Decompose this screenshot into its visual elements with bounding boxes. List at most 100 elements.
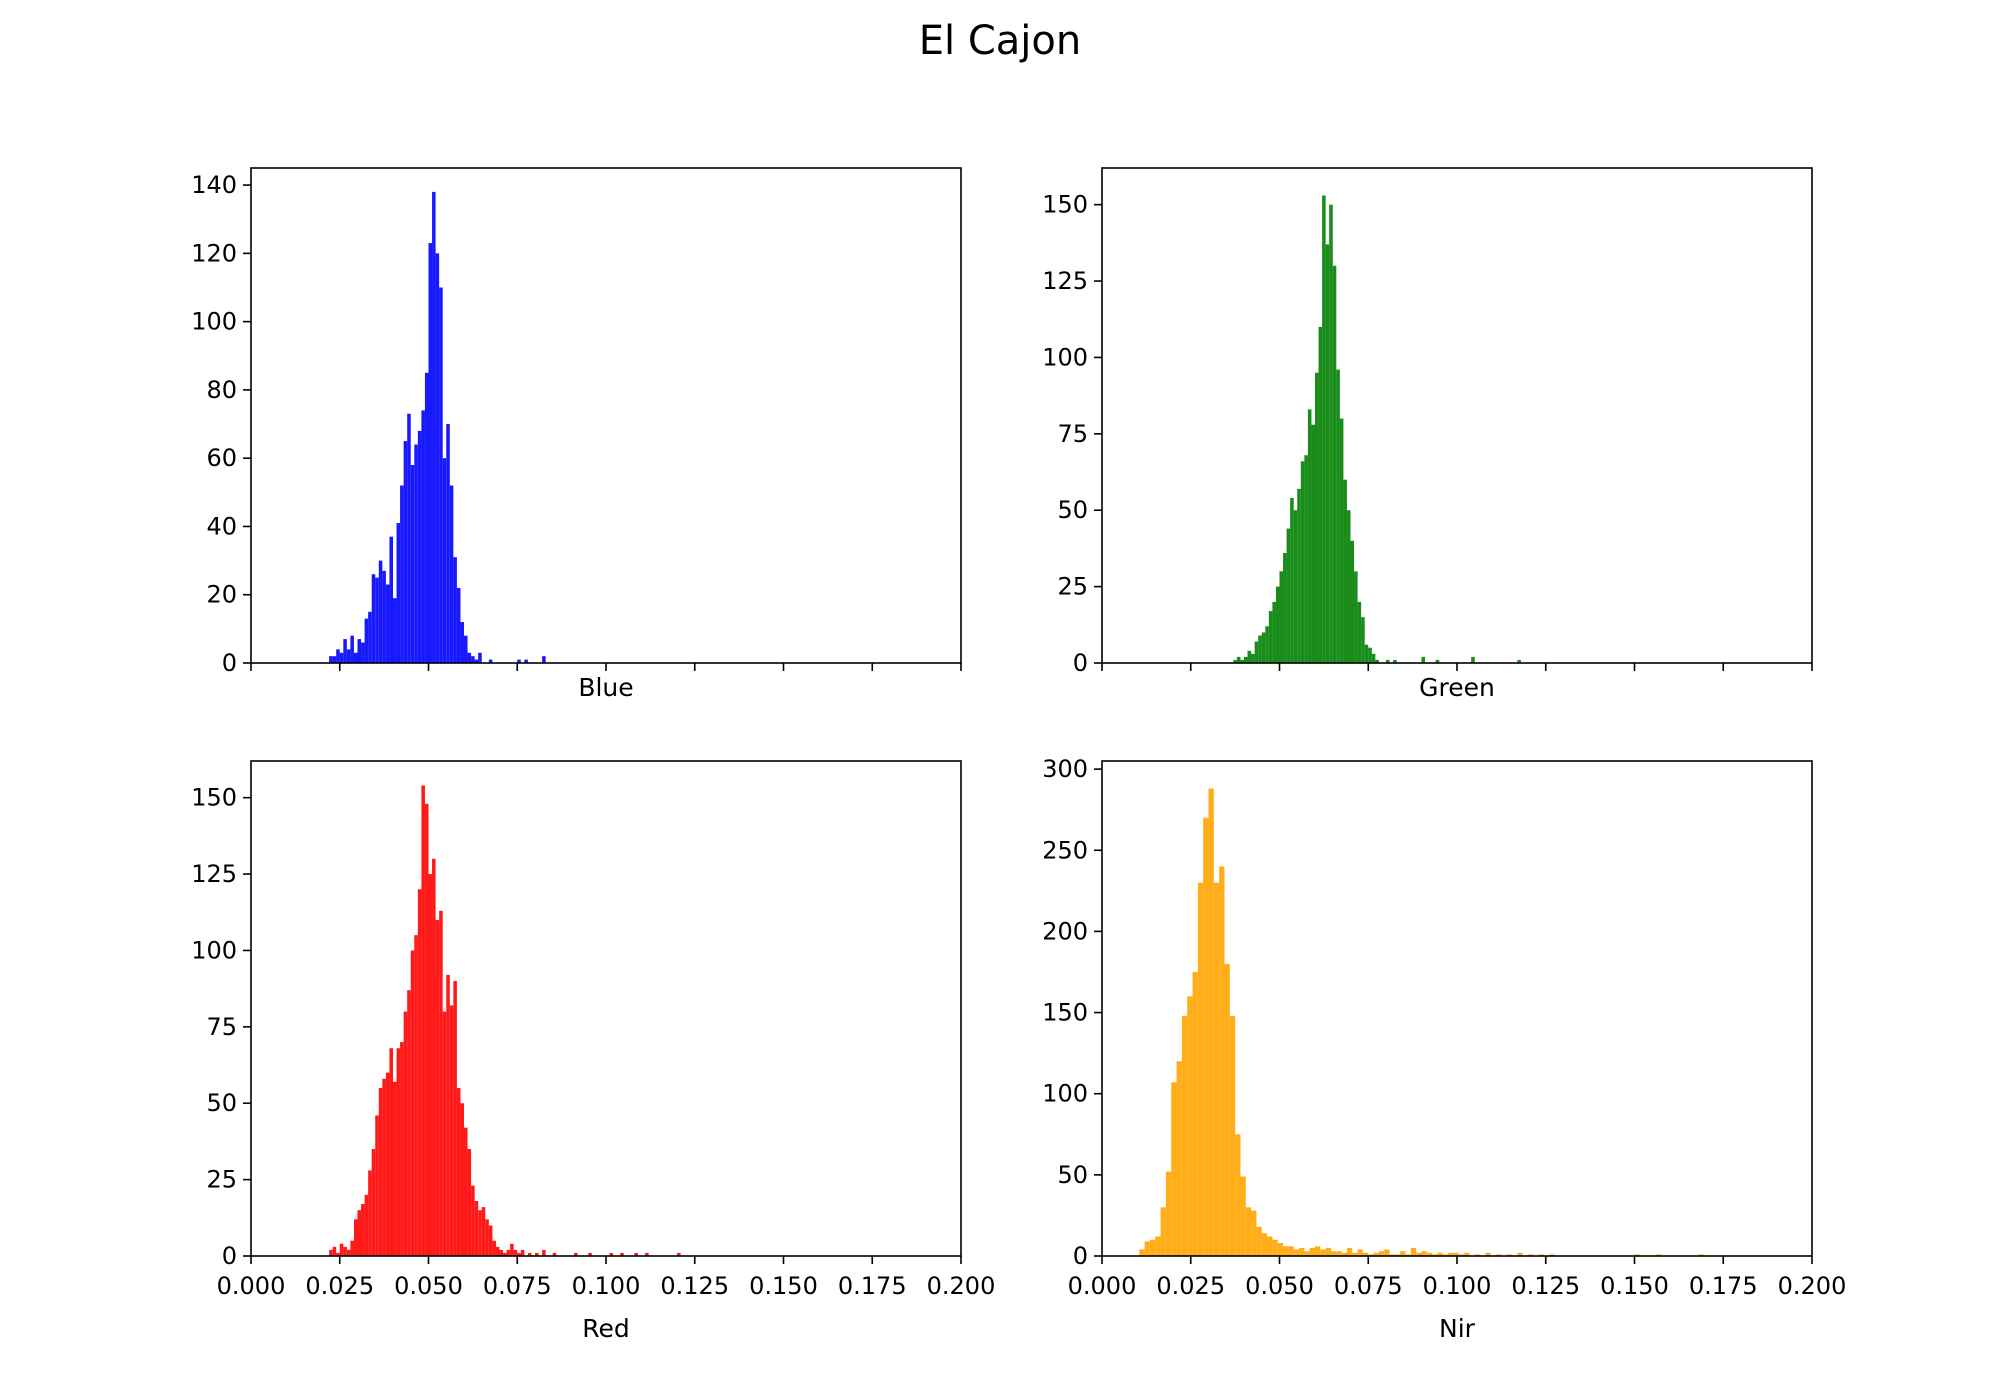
histogram-bar	[1474, 1254, 1481, 1256]
blue-histogram: 0 20 40 60 80 100 120 140 Blue	[191, 167, 962, 702]
histogram-bar	[456, 587, 461, 663]
y-tick-label: 150	[1042, 191, 1088, 219]
histogram-bar	[1371, 653, 1376, 663]
histogram-bar	[1368, 1254, 1374, 1256]
histogram-bar	[1165, 1171, 1172, 1256]
histogram-bar	[417, 889, 422, 1256]
histogram-bar	[393, 598, 397, 663]
histogram-bar	[1362, 1252, 1369, 1256]
histogram-bar	[456, 1087, 461, 1256]
histogram-bar	[471, 656, 475, 663]
histogram-bar	[432, 191, 436, 663]
histogram-bar	[513, 1249, 518, 1256]
histogram-bar	[1368, 647, 1372, 663]
histogram-bar	[1336, 1251, 1342, 1256]
histogram-bar	[1322, 195, 1326, 663]
y-tick-label: 50	[206, 1089, 237, 1117]
histogram-bar	[1384, 1249, 1390, 1256]
histogram-bar	[1256, 1226, 1262, 1256]
y-tick-label: 50	[1057, 496, 1088, 524]
histogram-bar	[446, 424, 450, 663]
histogram-bar	[393, 1081, 397, 1256]
histogram-bar	[453, 557, 457, 663]
histogram-bar	[1283, 553, 1287, 663]
histogram-bar	[1393, 659, 1397, 663]
x-tick-label: 0.000	[1068, 1272, 1137, 1300]
x-axis-label: Green	[1419, 673, 1495, 702]
histogram-bar	[1339, 418, 1344, 663]
histogram-bar	[542, 656, 546, 663]
histogram-bar	[1315, 1246, 1321, 1256]
histogram-bar	[378, 1087, 383, 1256]
nir-histogram: 0 50 100 150 200 250 300 0.000 0.025 0.050 0.075 0.…	[1042, 755, 1846, 1343]
histogram-bar	[1272, 601, 1276, 663]
histogram-bar	[1258, 635, 1262, 663]
histogram-bar	[1329, 204, 1333, 664]
x-tick-label: 0.200	[1778, 1272, 1847, 1300]
histogram-bar	[371, 1149, 376, 1256]
histogram-bar	[1272, 1239, 1278, 1256]
histogram-bar	[332, 656, 337, 663]
y-tick-label: 250	[1042, 836, 1088, 864]
x-tick-label: 0.150	[749, 1272, 818, 1300]
x-tick-label: 0.075	[483, 1272, 552, 1300]
x-tick-label: 0.125	[660, 1272, 729, 1300]
histogram-bar	[1229, 1015, 1236, 1256]
histogram-bar	[1341, 1252, 1347, 1256]
histogram-bar	[400, 1042, 404, 1256]
x-tick-label: 0.175	[1689, 1272, 1758, 1300]
histogram-bar	[1325, 1247, 1331, 1256]
histogram-bar	[1421, 656, 1426, 663]
axes-frame	[250, 760, 962, 1257]
y-tick-label: 0	[222, 649, 237, 677]
histogram-bar	[414, 444, 418, 663]
green-histogram: 0 25 50 75 100 125 150 Green	[1042, 167, 1813, 702]
histogram-bar	[535, 1252, 539, 1256]
histogram-bar	[588, 1252, 592, 1256]
histogram-bar	[1235, 1134, 1241, 1256]
x-tick-label: 0.050	[1245, 1272, 1314, 1300]
histogram-bar	[364, 618, 369, 663]
histogram-bar	[478, 1210, 482, 1256]
histogram-bar	[407, 990, 411, 1256]
histogram-bar	[464, 635, 468, 663]
histogram-bar	[1506, 1254, 1513, 1256]
x-tick-label: 0.025	[1156, 1272, 1225, 1300]
x-tick-label: 0.175	[838, 1272, 907, 1300]
histogram-bar	[350, 635, 354, 663]
y-tick-label: 140	[191, 171, 237, 199]
x-tick-label: 0.000	[217, 1272, 286, 1300]
histogram-bar	[343, 1246, 347, 1256]
y-tick-label: 125	[1042, 267, 1088, 295]
histogram-bar	[1311, 424, 1315, 663]
y-tick-label: 50	[1057, 1161, 1088, 1189]
histogram-bar	[1698, 1254, 1704, 1256]
histogram-bar	[1288, 1246, 1294, 1256]
histogram-bar	[346, 649, 351, 663]
histogram-bar	[1155, 1236, 1161, 1256]
x-tick-label: 0.100	[572, 1272, 641, 1300]
histogram-bar	[1517, 1252, 1523, 1256]
x-tick-label: 0.100	[1423, 1272, 1492, 1300]
histogram-bar	[1435, 659, 1440, 663]
histogram-bar	[389, 536, 393, 663]
histogram-bar	[439, 910, 443, 1256]
y-tick-label: 120	[191, 239, 237, 267]
histogram-bar	[1357, 1249, 1363, 1256]
histogram-bar	[446, 974, 450, 1256]
histogram-bar	[609, 1252, 614, 1256]
histogram-bar	[1346, 510, 1351, 663]
histogram-bar	[1192, 971, 1198, 1256]
histogram-bar	[1197, 882, 1204, 1256]
red-histogram: 0 25 50 75 100 125 150 0.000 0.025 0.050 0.075 0.10…	[191, 760, 995, 1343]
histogram-bar	[1275, 586, 1280, 663]
histogram-bar	[467, 1149, 472, 1256]
histogram-bar	[552, 1252, 557, 1256]
histogram-bar	[368, 1170, 372, 1256]
histogram-bar	[1325, 244, 1330, 663]
histogram-bar	[336, 649, 340, 663]
histogram-bar	[1389, 1254, 1395, 1256]
histogram-bar	[506, 1249, 511, 1256]
histogram-bar	[1386, 659, 1390, 663]
histogram-bar	[460, 622, 464, 663]
